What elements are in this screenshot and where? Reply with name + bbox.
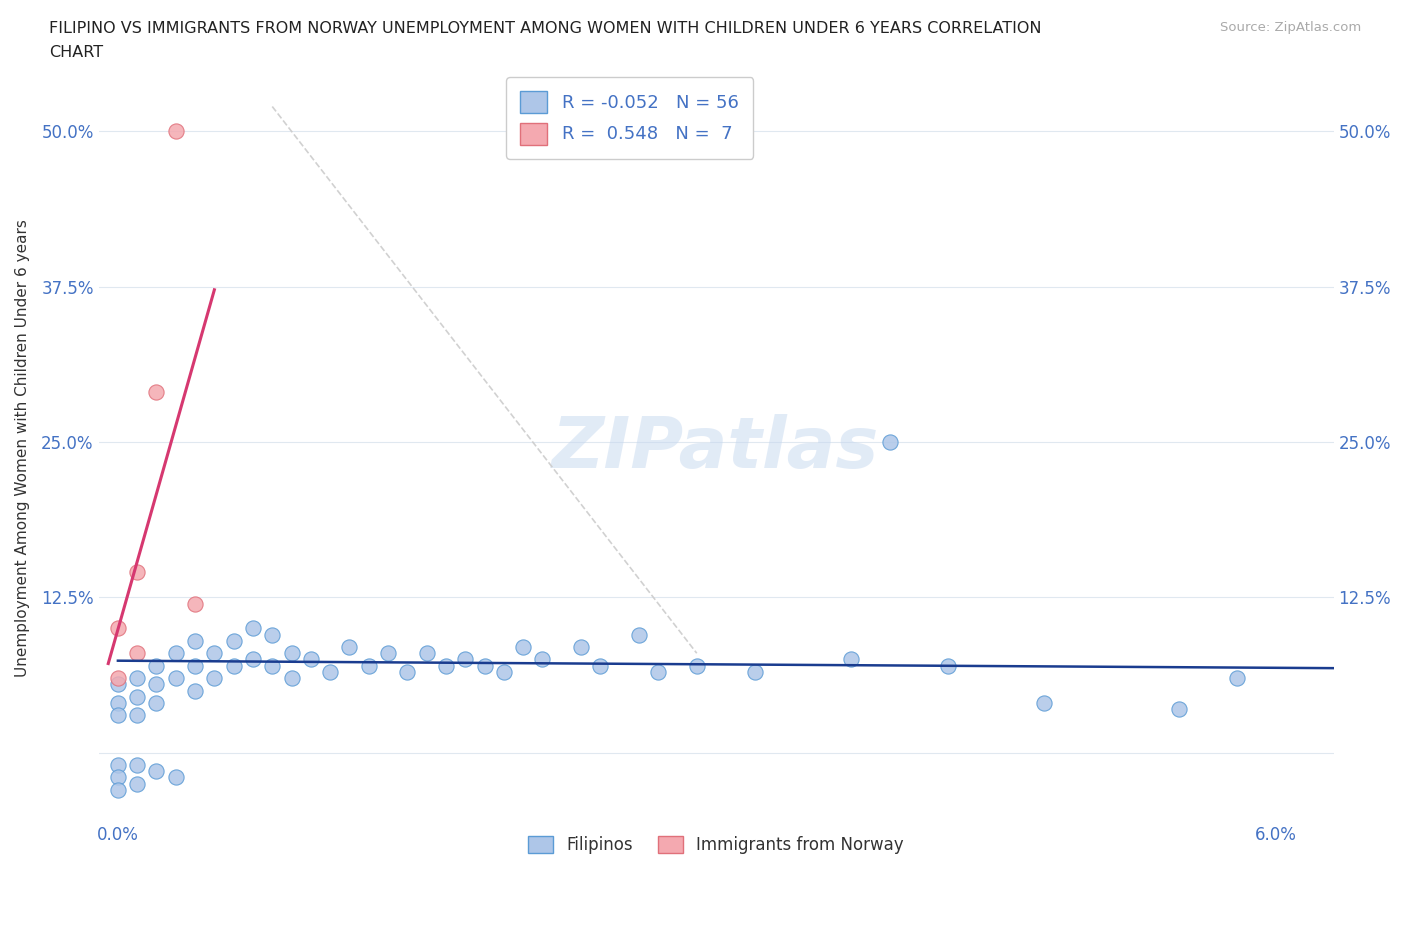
Point <box>184 633 207 648</box>
Point <box>222 658 245 673</box>
Point <box>127 645 149 660</box>
Point <box>165 645 187 660</box>
Point <box>184 683 207 698</box>
Text: ZIPatlas: ZIPatlas <box>553 414 880 483</box>
Point <box>165 124 187 139</box>
Point <box>222 633 245 648</box>
Point <box>647 664 669 679</box>
Point <box>262 627 284 642</box>
Point <box>531 652 554 667</box>
Point <box>280 645 302 660</box>
Point <box>319 664 342 679</box>
Point <box>492 664 515 679</box>
Point <box>184 658 207 673</box>
Point <box>839 652 862 667</box>
Point <box>744 664 766 679</box>
Point <box>184 596 207 611</box>
Point <box>1168 702 1191 717</box>
Point <box>145 658 167 673</box>
Point <box>202 671 225 685</box>
Text: FILIPINO VS IMMIGRANTS FROM NORWAY UNEMPLOYMENT AMONG WOMEN WITH CHILDREN UNDER : FILIPINO VS IMMIGRANTS FROM NORWAY UNEMP… <box>49 21 1042 36</box>
Point <box>107 758 129 773</box>
Point <box>202 645 225 660</box>
Point <box>127 777 149 791</box>
Point <box>127 708 149 723</box>
Point <box>107 708 129 723</box>
Point <box>434 658 457 673</box>
Point <box>627 627 650 642</box>
Point <box>396 664 419 679</box>
Point <box>299 652 322 667</box>
Point <box>145 385 167 400</box>
Point <box>262 658 284 673</box>
Point <box>512 640 534 655</box>
Point <box>127 671 149 685</box>
Point <box>165 671 187 685</box>
Point <box>569 640 592 655</box>
Point <box>107 770 129 785</box>
Point <box>589 658 612 673</box>
Point <box>127 758 149 773</box>
Point <box>357 658 380 673</box>
Point <box>242 652 264 667</box>
Text: CHART: CHART <box>49 45 103 60</box>
Point <box>107 696 129 711</box>
Point <box>1033 696 1056 711</box>
Text: Source: ZipAtlas.com: Source: ZipAtlas.com <box>1220 21 1361 34</box>
Y-axis label: Unemployment Among Women with Children Under 6 years: Unemployment Among Women with Children U… <box>15 219 30 677</box>
Point <box>686 658 709 673</box>
Point <box>145 696 167 711</box>
Point <box>165 770 187 785</box>
Point <box>107 671 129 685</box>
Point <box>415 645 437 660</box>
Point <box>107 621 129 636</box>
Point <box>107 677 129 692</box>
Point <box>454 652 477 667</box>
Point <box>242 621 264 636</box>
Point <box>474 658 496 673</box>
Point <box>339 640 361 655</box>
Point <box>280 671 302 685</box>
Point <box>1226 671 1249 685</box>
Point <box>145 764 167 778</box>
Point <box>127 565 149 580</box>
Point <box>107 782 129 797</box>
Point <box>936 658 959 673</box>
Point <box>145 677 167 692</box>
Point <box>377 645 399 660</box>
Point <box>879 434 901 449</box>
Point <box>127 689 149 704</box>
Legend: Filipinos, Immigrants from Norway: Filipinos, Immigrants from Norway <box>522 830 911 861</box>
